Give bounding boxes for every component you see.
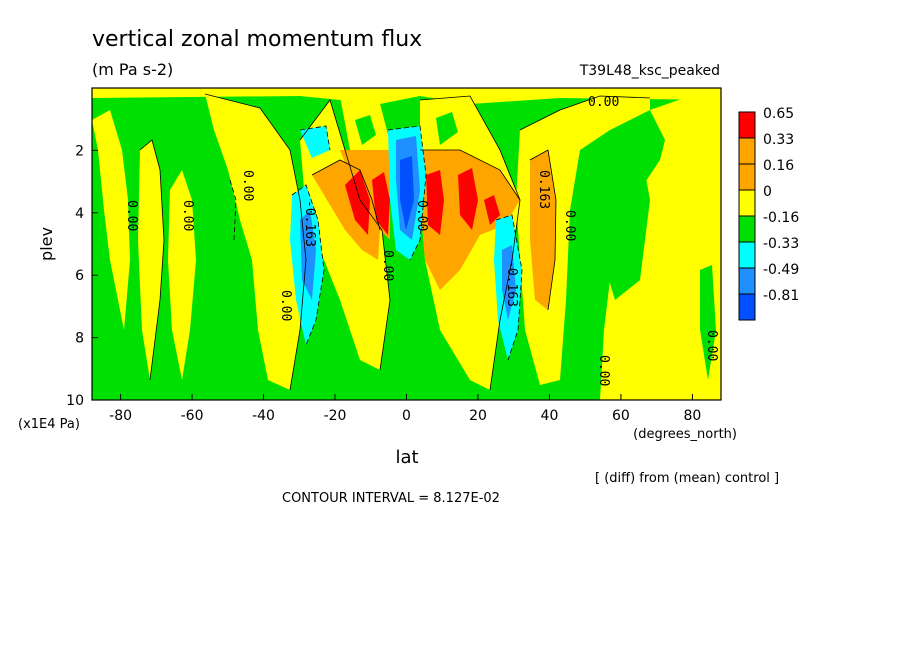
contour-label: 0.00 bbox=[588, 95, 619, 110]
fill-red-5 bbox=[484, 195, 500, 225]
y-axis-units: (x1E4 Pa) bbox=[18, 417, 80, 432]
chart-title: vertical zonal momentum flux bbox=[92, 27, 422, 52]
colorbar-swatch bbox=[738, 137, 756, 165]
contour-fills: 0.00 0.00 0.00 0.00 -0.163 0.00 0.00 -0.… bbox=[92, 88, 721, 400]
fill-red-2 bbox=[372, 172, 390, 235]
y-axis: 2 4 6 8 10 bbox=[66, 143, 98, 409]
x-tick-label: -20 bbox=[324, 408, 347, 424]
colorbar-label: 0.16 bbox=[763, 158, 794, 174]
x-tick-label: 0 bbox=[402, 408, 411, 424]
x-tick-label: 60 bbox=[612, 408, 630, 424]
contour-label: 0.00 bbox=[414, 200, 429, 231]
contour-label-group: 0.00 0.00 0.00 0.00 -0.163 0.00 0.00 -0.… bbox=[124, 95, 719, 386]
colorbar-label: 0 bbox=[763, 184, 772, 200]
fill-blue-left bbox=[300, 210, 316, 300]
contour-label: 0.00 bbox=[240, 170, 255, 201]
colorbar-swatch bbox=[738, 189, 756, 217]
contour-label: -0.163 bbox=[504, 260, 519, 307]
y-tick-label: 10 bbox=[66, 393, 84, 409]
y-tick-label: 8 bbox=[75, 331, 84, 347]
colorbar-label: -0.49 bbox=[763, 262, 799, 278]
x-tick-label: 40 bbox=[541, 408, 559, 424]
y-axis-label: plev bbox=[37, 227, 56, 261]
colorbar-swatch bbox=[738, 241, 756, 269]
fill-island-4 bbox=[700, 265, 716, 380]
colorbar-swatch bbox=[738, 111, 756, 139]
x-tick-label: 20 bbox=[469, 408, 487, 424]
colorbar-label: 0.33 bbox=[763, 132, 794, 148]
x-tick-label: 80 bbox=[683, 408, 701, 424]
contour-label: 0.00 bbox=[596, 355, 611, 386]
run-label: T39L48_ksc_peaked bbox=[579, 63, 720, 79]
contour-label: 0.00 bbox=[278, 290, 293, 321]
fill-red-1 bbox=[345, 170, 370, 235]
colorbar-swatch bbox=[738, 267, 756, 295]
chart-units: (m Pa s-2) bbox=[92, 60, 173, 79]
contour-label: 0.00 bbox=[704, 330, 719, 361]
colorbar-label: -0.33 bbox=[763, 236, 799, 252]
fill-left-1 bbox=[92, 110, 130, 330]
colorbar-label: -0.81 bbox=[763, 288, 799, 304]
fill-deep-blue-center bbox=[400, 156, 414, 230]
fill-red-4 bbox=[458, 168, 478, 230]
x-axis: -80 -60 -40 -20 0 20 40 60 80 bbox=[109, 394, 701, 424]
contour-label: 0.00 bbox=[180, 200, 195, 231]
colorbar: 0.65 0.33 0.16 0 -0.16 -0.33 -0.49 -0.81 bbox=[738, 106, 799, 321]
y-tick-label: 4 bbox=[75, 206, 84, 222]
negative-contour-lines bbox=[229, 125, 523, 361]
contour-label: 0.00 bbox=[562, 210, 577, 241]
fill-right-big bbox=[600, 92, 721, 400]
footnote: [ (diff) from (mean) control ] bbox=[595, 471, 779, 486]
x-tick-label: -60 bbox=[181, 408, 204, 424]
contour-label: -0.163 bbox=[302, 200, 317, 247]
colorbar-label: -0.16 bbox=[763, 210, 799, 226]
contour-label: 0.163 bbox=[536, 170, 551, 209]
colorbar-swatch bbox=[738, 163, 756, 191]
x-axis-units: (degrees_north) bbox=[633, 427, 737, 442]
fill-island-2 bbox=[436, 112, 458, 145]
x-axis-label: lat bbox=[395, 447, 418, 468]
fill-cyan-top bbox=[300, 126, 330, 158]
contour-label: 0.00 bbox=[124, 200, 139, 231]
y-tick-label: 6 bbox=[75, 268, 84, 284]
fill-island-3 bbox=[600, 145, 650, 300]
fill-center-left-yellow bbox=[300, 100, 390, 370]
colorbar-swatch bbox=[738, 293, 756, 321]
plot-area: 0.00 0.00 0.00 0.00 -0.163 0.00 0.00 -0.… bbox=[66, 87, 722, 424]
fill-top-band bbox=[92, 88, 721, 104]
colorbar-label: 0.65 bbox=[763, 106, 794, 122]
fill-orange-far-right bbox=[530, 150, 556, 310]
contour-interval: CONTOUR INTERVAL = 8.127E-02 bbox=[282, 491, 500, 506]
fill-left-big bbox=[205, 94, 306, 390]
fill-blue-right bbox=[502, 245, 516, 320]
contour-lines bbox=[139, 93, 651, 391]
fill-island-1 bbox=[355, 115, 376, 145]
contour-label: 0.00 bbox=[380, 250, 395, 281]
x-tick-label: -80 bbox=[109, 408, 132, 424]
x-tick-label: -40 bbox=[252, 408, 275, 424]
colorbar-swatch bbox=[738, 215, 756, 243]
y-tick-label: 2 bbox=[75, 143, 84, 159]
fill-red-3 bbox=[426, 170, 444, 235]
fill-left-3 bbox=[168, 170, 196, 380]
